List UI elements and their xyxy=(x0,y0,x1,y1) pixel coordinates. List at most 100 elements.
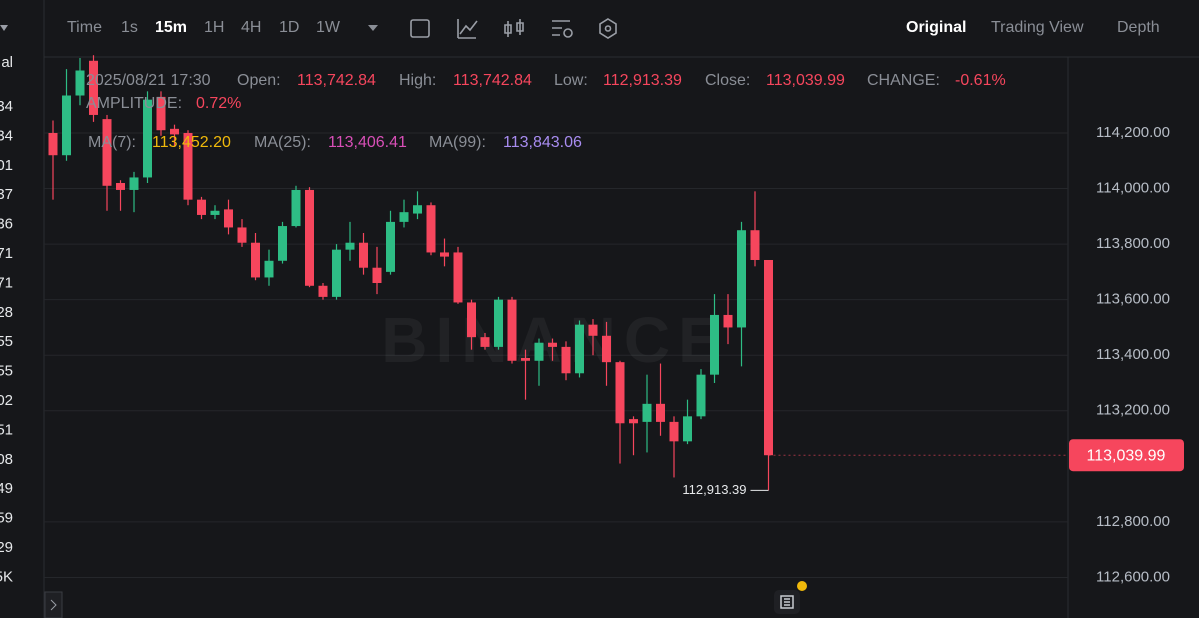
side-label: 34 xyxy=(0,98,13,115)
info-value: 113,742.84 xyxy=(297,72,376,89)
low-label: 112,913.39 xyxy=(682,482,746,497)
view-tab[interactable]: Trading View xyxy=(991,19,1084,36)
candle-body xyxy=(696,374,706,417)
amplitude-label: AMPLITUDE: xyxy=(86,95,182,112)
ma-label: MA(7): xyxy=(88,134,136,151)
candle-body xyxy=(264,260,274,278)
candle-body xyxy=(237,227,247,243)
view-tab[interactable]: Original xyxy=(906,19,966,36)
candle-body xyxy=(494,299,503,347)
candle-body xyxy=(48,133,58,156)
y-tick-label: 114,200.00 xyxy=(1096,124,1170,141)
interval-tab[interactable]: 1D xyxy=(279,19,299,36)
side-label: 51 xyxy=(0,421,13,438)
interval-tab[interactable]: 15m xyxy=(155,19,187,36)
expand-button[interactable] xyxy=(44,591,63,618)
interval-tab[interactable]: 4H xyxy=(241,19,261,36)
ma-value: 113,406.41 xyxy=(328,134,407,151)
candle-body xyxy=(251,242,260,278)
side-label: 59 xyxy=(0,510,13,527)
news-icon xyxy=(780,595,794,609)
y-tick-label: 113,600.00 xyxy=(1096,291,1170,308)
candle-body xyxy=(575,324,584,374)
ma-value: 113,843.06 xyxy=(503,134,582,151)
info-value: 112,913.39 xyxy=(603,72,682,89)
candle-body xyxy=(332,249,341,297)
candle-body xyxy=(359,242,368,268)
amplitude-value: 0.72% xyxy=(196,95,241,112)
last-price-label: 113,039.99 xyxy=(1087,447,1166,464)
candle-body xyxy=(305,189,314,286)
info-label: Open: xyxy=(237,72,281,89)
side-label: al xyxy=(1,54,13,71)
notification-dot xyxy=(797,581,807,591)
candle-body xyxy=(399,212,409,222)
candle-body xyxy=(521,358,530,361)
candle-body xyxy=(467,302,476,338)
candle-body xyxy=(291,189,301,227)
view-tab[interactable]: Depth xyxy=(1117,19,1160,36)
side-label: 08 xyxy=(0,451,13,468)
side-label: 5K xyxy=(0,568,13,585)
toolbar-icons xyxy=(410,18,617,39)
side-label: 28 xyxy=(0,304,13,321)
candle-body xyxy=(170,128,179,135)
candle-body xyxy=(75,70,85,96)
watermark: BINANCE xyxy=(381,304,729,376)
interval-tab[interactable]: 1s xyxy=(121,19,138,36)
candle-body xyxy=(737,230,746,328)
candle-body xyxy=(710,314,719,375)
more-intervals[interactable] xyxy=(368,25,378,31)
tools-icon[interactable] xyxy=(599,18,617,39)
candle-body xyxy=(507,299,517,361)
y-tick-label: 113,800.00 xyxy=(1096,235,1170,252)
ma-value: 113,452.20 xyxy=(152,134,231,151)
candle-body xyxy=(548,342,557,347)
side-arrow xyxy=(0,25,8,31)
candle-body xyxy=(197,199,206,215)
side-label: 37 xyxy=(0,186,13,203)
settings-icon[interactable] xyxy=(552,20,573,38)
info-label: High: xyxy=(399,72,436,89)
candle-body xyxy=(345,242,355,250)
candle-body xyxy=(480,337,490,347)
candle-body xyxy=(723,314,733,328)
info-value: -0.61% xyxy=(955,72,1006,89)
indicator-icon[interactable] xyxy=(457,19,478,39)
chart-type-icon[interactable] xyxy=(504,19,524,37)
side-label: 36 xyxy=(0,216,13,233)
y-tick-label: 113,200.00 xyxy=(1096,402,1170,419)
info-label: CHANGE: xyxy=(867,72,940,89)
expand-arrow xyxy=(50,599,57,611)
info-label: Close: xyxy=(705,72,750,89)
candle-body xyxy=(413,205,422,214)
candle-body xyxy=(372,267,382,283)
candle-body xyxy=(156,96,166,131)
info-label: Low: xyxy=(554,72,588,89)
side-label: 49 xyxy=(0,480,13,497)
info-value: 113,039.99 xyxy=(766,72,845,89)
candle-body xyxy=(210,210,220,215)
interval-tab[interactable]: 1H xyxy=(204,19,224,36)
candle-body xyxy=(656,403,665,422)
ma-label: MA(25): xyxy=(254,134,311,151)
interval-tab[interactable]: 1W xyxy=(316,19,341,36)
candle-body xyxy=(386,221,395,272)
candle-body xyxy=(426,205,436,253)
candle-body xyxy=(183,133,193,200)
candle-body xyxy=(116,183,125,190)
calendar-icon[interactable] xyxy=(410,19,430,38)
side-label: 29 xyxy=(0,539,13,556)
candle-body xyxy=(143,99,152,178)
candle-body xyxy=(129,177,139,190)
candle-body xyxy=(750,230,760,260)
candle-body xyxy=(561,346,571,374)
candle-body xyxy=(683,416,692,442)
info-value: 113,742.84 xyxy=(453,72,532,89)
interval-tab[interactable]: Time xyxy=(67,19,102,36)
candle-body xyxy=(602,335,611,363)
side-label: 71 xyxy=(0,274,13,291)
candle-body xyxy=(318,285,328,297)
